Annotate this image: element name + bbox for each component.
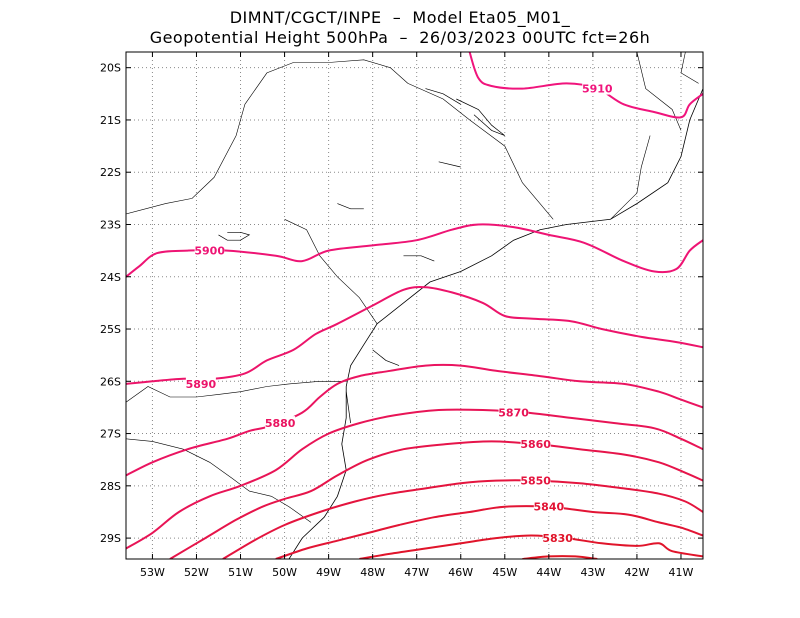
contour-line-5860 bbox=[169, 440, 703, 559]
contour-label-5830: 5830 bbox=[542, 532, 573, 545]
geographic-boundaries bbox=[126, 52, 703, 559]
lake-outline bbox=[425, 88, 461, 105]
lon-tick-label: 43W bbox=[580, 566, 605, 579]
contour-line-5830 bbox=[359, 534, 703, 559]
lat-tick-label: 26S bbox=[100, 375, 121, 388]
lat-tick-label: 29S bbox=[100, 532, 121, 545]
lake-outline bbox=[438, 161, 461, 168]
height-contours bbox=[126, 52, 703, 559]
state-border bbox=[126, 438, 312, 523]
lake-outline bbox=[218, 231, 251, 241]
lon-tick-label: 47W bbox=[404, 566, 429, 579]
coastline bbox=[288, 88, 703, 559]
lon-tick-label: 48W bbox=[360, 566, 385, 579]
contour-line-5880 bbox=[126, 363, 703, 477]
lon-tick-label: 53W bbox=[140, 566, 165, 579]
contour-line-5890 bbox=[126, 286, 703, 385]
grid-lines bbox=[126, 52, 703, 559]
contour-label-5870: 5870 bbox=[498, 407, 529, 420]
contour-label-bg bbox=[520, 437, 551, 451]
lat-tick-label: 27S bbox=[100, 428, 121, 441]
lon-tick-label: 50W bbox=[272, 566, 297, 579]
contour-label-5850: 5850 bbox=[520, 475, 551, 488]
contour-line-5870 bbox=[126, 408, 703, 550]
state-border bbox=[126, 59, 409, 215]
contour-label-5900: 5900 bbox=[194, 245, 225, 258]
lon-tick-label: 44W bbox=[536, 566, 561, 579]
lake-outline bbox=[372, 349, 400, 366]
lat-tick-label: 28S bbox=[100, 480, 121, 493]
contour-label-bg bbox=[542, 531, 573, 545]
lake-outline bbox=[345, 391, 351, 424]
lon-tick-label: 42W bbox=[624, 566, 649, 579]
lon-tick-label: 51W bbox=[228, 566, 253, 579]
contour-line-5850 bbox=[222, 479, 703, 559]
contour-label-5890: 5890 bbox=[186, 378, 217, 391]
contour-label-bg bbox=[582, 81, 613, 95]
contour-label-bg bbox=[498, 405, 529, 419]
axis-ticks: 20S 21S 22S 23S 24S 25S 26S 27S 28S 29S 53W 52W 51W 5… bbox=[100, 52, 703, 579]
lat-tick-label: 20S bbox=[100, 62, 121, 75]
contour-label-bg bbox=[194, 243, 225, 257]
state-border bbox=[610, 135, 651, 220]
lat-tick-label: 25S bbox=[100, 323, 121, 336]
contour-line-5840 bbox=[275, 505, 703, 559]
state-border bbox=[407, 83, 554, 220]
state-border bbox=[636, 52, 682, 131]
map-title-line2: Geopotential Height 500hPa – 26/03/2023 … bbox=[149, 28, 651, 47]
contour-label-bg bbox=[533, 499, 564, 513]
lat-tick-label: 21S bbox=[100, 114, 121, 127]
state-border bbox=[284, 219, 378, 324]
contour-label-bg bbox=[520, 473, 551, 487]
contour-label-bg bbox=[185, 376, 216, 390]
contour-labels: 5910 5900 5890 5880 5870 5860 5850 5840 5830 bbox=[185, 81, 613, 545]
lat-tick-label: 22S bbox=[100, 166, 121, 179]
contour-label-5840: 5840 bbox=[534, 501, 565, 514]
state-border bbox=[680, 52, 699, 84]
lon-tick-label: 41W bbox=[669, 566, 694, 579]
lake-outline bbox=[403, 255, 435, 262]
lon-tick-label: 52W bbox=[184, 566, 209, 579]
contour-line-5820 bbox=[522, 555, 598, 559]
contour-line-5900 bbox=[126, 223, 703, 278]
lat-tick-label: 24S bbox=[100, 271, 121, 284]
state-border bbox=[126, 381, 347, 403]
lon-tick-label: 45W bbox=[492, 566, 517, 579]
contour-label-5860: 5860 bbox=[520, 438, 551, 451]
map-frame bbox=[125, 51, 704, 560]
lon-tick-label: 49W bbox=[316, 566, 341, 579]
lake-outline bbox=[456, 98, 506, 136]
contour-label-5910: 5910 bbox=[582, 83, 613, 96]
contour-label-5880: 5880 bbox=[265, 417, 296, 430]
lake-outline bbox=[337, 203, 364, 210]
lat-tick-label: 23S bbox=[100, 218, 121, 231]
lon-tick-label: 46W bbox=[448, 566, 473, 579]
contour-label-bg bbox=[265, 416, 296, 430]
map-title-line1: DIMNT/CGCT/INPE – Model Eta05_M01_ bbox=[229, 8, 571, 27]
